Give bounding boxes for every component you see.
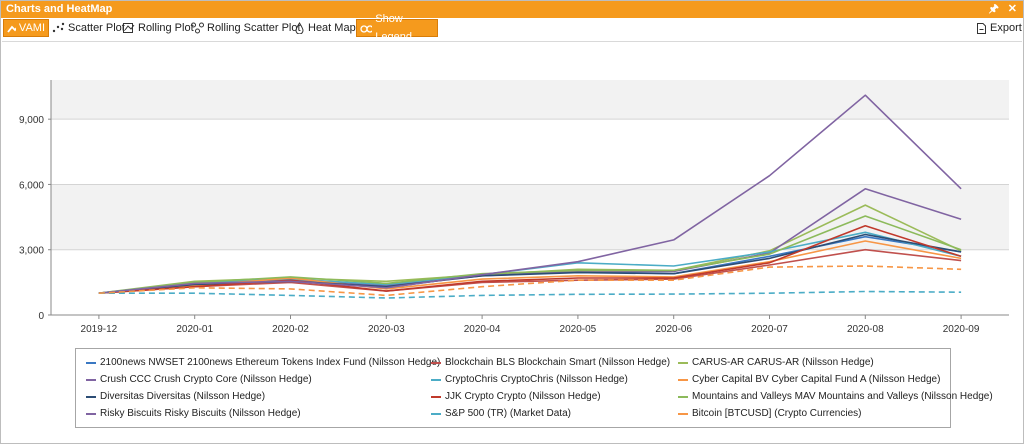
legend-label: Cyber Capital BV Cyber Capital Fund A (N… <box>692 374 941 385</box>
legend-item: Diversitas Diversitas (Nilsson Hedge) <box>86 391 265 402</box>
legend-item: Crush CCC Crush Crypto Core (Nilsson Hed… <box>86 374 312 385</box>
chart-legend: 2100news NWSET 2100news Ethereum Tokens … <box>75 348 993 428</box>
legend-swatch <box>86 361 96 364</box>
legend-icon <box>360 25 373 33</box>
plot-band <box>51 119 1009 185</box>
pin-icon[interactable]: 🖈︎ <box>988 3 999 15</box>
legend-swatch <box>678 395 688 398</box>
legend-item: Risky Biscuits Risky Biscuits (Nilsson H… <box>86 408 301 419</box>
export-label: Export <box>990 22 1022 34</box>
y-tick-label: 6,000 <box>19 180 44 191</box>
rolling-scatter-plot-button[interactable]: Rolling Scatter Plot <box>188 19 304 37</box>
export-file-icon <box>977 22 986 34</box>
legend-item: S&P 500 (TR) (Market Data) <box>431 408 571 419</box>
legend-item: Mountains and Valleys MAV Mountains and … <box>678 391 993 402</box>
rolling-scatter-icon <box>191 22 204 34</box>
heat-map-button[interactable]: Heat Map <box>291 19 359 37</box>
scatter-plot-label: Scatter Plot <box>68 22 125 34</box>
series-line <box>98 290 962 299</box>
series-line <box>98 215 962 294</box>
legend-swatch <box>431 395 441 398</box>
legend-label: Diversitas Diversitas (Nilsson Hedge) <box>100 391 266 402</box>
x-tick-label: 2020-04 <box>464 324 501 335</box>
legend-swatch <box>678 412 688 415</box>
legend-swatch <box>431 361 441 364</box>
x-tick-label: 2020-05 <box>560 324 597 335</box>
legend-label: Bitcoin [BTCUSD] (Crypto Currencies) <box>692 408 862 419</box>
legend-label: Risky Biscuits Risky Biscuits (Nilsson H… <box>100 408 301 419</box>
x-tick-label: 2020-08 <box>847 324 884 335</box>
rolling-plot-icon <box>123 23 135 33</box>
legend-label: Blockchain BLS Blockchain Smart (Nilsson… <box>445 357 671 368</box>
scatter-plot-button[interactable]: Scatter Plot <box>49 19 128 37</box>
series-line <box>98 225 962 294</box>
legend-item: JJK Crypto Crypto (Nilsson Hedge) <box>431 391 601 402</box>
vami-button[interactable]: VAMI <box>3 19 49 37</box>
legend-item: 2100news NWSET 2100news Ethereum Tokens … <box>86 357 440 368</box>
drop-icon <box>295 22 304 34</box>
series-line <box>98 94 962 294</box>
rolling-plot-label: Rolling Plot <box>138 22 194 34</box>
x-tick-label: 2020-01 <box>176 324 213 335</box>
legend-swatch <box>86 378 96 381</box>
vami-chart: 0 3,000 6,000 9,000 2019-12 2020-01 2020-02 202… <box>2 41 1022 442</box>
window-title: Charts and HeatMap <box>6 3 113 15</box>
export-button[interactable]: Export <box>973 19 1024 37</box>
close-icon[interactable]: ✕ <box>1007 3 1017 15</box>
legend-swatch <box>431 412 441 415</box>
scatter-icon <box>52 22 65 33</box>
plot-band <box>51 80 1009 120</box>
legend-item: Cyber Capital BV Cyber Capital Fund A (N… <box>678 374 940 385</box>
x-tick-label: 2020-07 <box>751 324 788 335</box>
legend-item: Bitcoin [BTCUSD] (Crypto Currencies) <box>678 408 861 419</box>
legend-label: JJK Crypto Crypto (Nilsson Hedge) <box>445 391 601 402</box>
legend-label: 2100news NWSET 2100news Ethereum Tokens … <box>100 357 441 368</box>
series-line <box>98 248 962 294</box>
line-chart-icon <box>7 25 16 33</box>
x-tick-label: 2020-03 <box>368 324 405 335</box>
y-tick-label: 3,000 <box>19 246 44 257</box>
vami-label: VAMI <box>18 22 45 34</box>
legend-label: S&P 500 (TR) (Market Data) <box>445 408 571 419</box>
series-line <box>98 265 962 297</box>
legend-item: Blockchain BLS Blockchain Smart (Nilsson… <box>431 357 670 368</box>
toolbar: VAMI Scatter Plot Rolling Plot Rolling S… <box>1 13 1024 43</box>
rolling-plot-button[interactable]: Rolling Plot <box>119 19 197 37</box>
legend-swatch <box>678 361 688 364</box>
x-tick-label: 2019-12 <box>81 324 118 335</box>
rolling-scatter-plot-label: Rolling Scatter Plot <box>207 22 301 34</box>
legend-label: CryptoChris CryptoChris (Nilsson Hedge) <box>445 374 628 385</box>
legend-swatch <box>431 378 441 381</box>
title-bar: Charts and HeatMap 🖈︎ ✕ <box>1 1 1023 18</box>
x-tick-label: 2020-09 <box>943 324 980 335</box>
heat-map-label: Heat Map <box>308 22 356 34</box>
legend-label: Mountains and Valleys MAV Mountains and … <box>692 391 993 402</box>
legend-swatch <box>86 412 96 415</box>
legend-swatch <box>86 395 96 398</box>
legend-swatch <box>678 378 688 381</box>
legend-label: Crush CCC Crush Crypto Core (Nilsson Hed… <box>100 374 312 385</box>
show-legend-button[interactable]: Show Legend <box>356 13 438 43</box>
y-tick-label: 9,000 <box>19 115 44 126</box>
plot-band <box>51 184 1009 250</box>
legend-label: CARUS-AR CARUS-AR (Nilsson Hedge) <box>692 357 874 368</box>
show-legend-label: Show Legend <box>375 13 412 43</box>
legend-item: CARUS-AR CARUS-AR (Nilsson Hedge) <box>678 357 874 368</box>
x-tick-label: 2020-02 <box>272 324 309 335</box>
y-tick-label: 0 <box>38 311 44 322</box>
x-tick-label: 2020-06 <box>655 324 692 335</box>
legend-item: CryptoChris CryptoChris (Nilsson Hedge) <box>431 374 628 385</box>
vami-chart-svg: 0 3,000 6,000 9,000 2019-12 2020-01 2020-02 202… <box>19 80 1009 335</box>
